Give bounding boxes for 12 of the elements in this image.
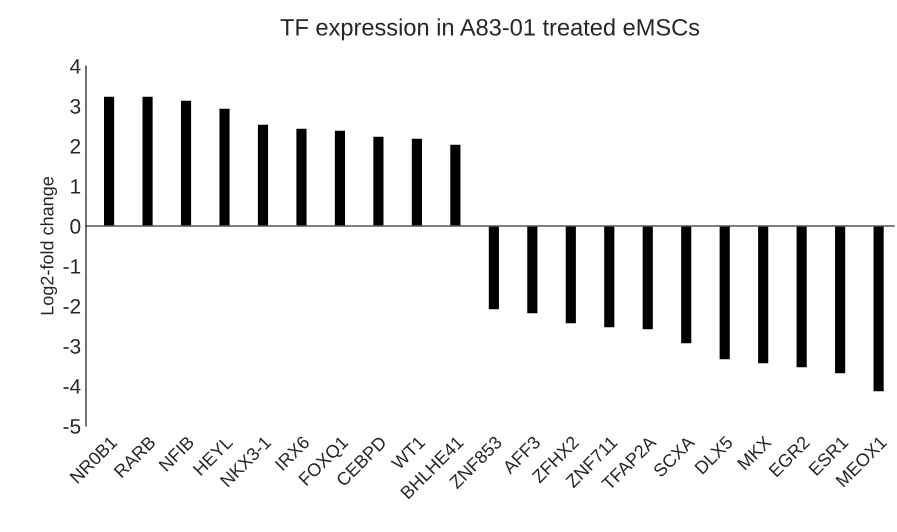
y-tick-label: -3 xyxy=(64,339,80,354)
y-axis-title: Log2-fold change xyxy=(40,177,58,314)
y-tick-label: -4 xyxy=(64,379,81,394)
y-tick-label: 2 xyxy=(70,139,80,154)
y-tick-label: 3 xyxy=(70,99,80,114)
chart-title: TF expression in A83-01 treated eMSCs xyxy=(280,18,700,40)
y-tick-label: 4 xyxy=(70,59,81,74)
y-tick-label: -1 xyxy=(64,259,80,274)
y-tick-label: -5 xyxy=(64,419,80,434)
y-tick-label: 0 xyxy=(70,219,80,234)
y-tick-label: 1 xyxy=(71,179,80,194)
y-tick-label: -2 xyxy=(64,299,80,314)
